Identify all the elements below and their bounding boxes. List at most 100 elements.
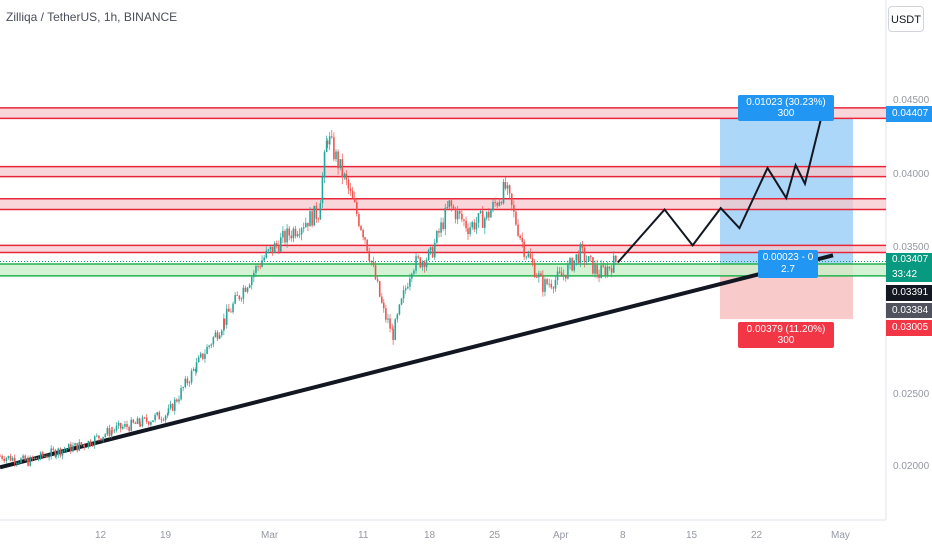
candle-body xyxy=(558,271,561,273)
candle-body xyxy=(273,243,276,253)
candle-body xyxy=(188,382,191,384)
candle-body xyxy=(387,318,389,320)
candle-body xyxy=(569,258,571,265)
candle-body xyxy=(5,458,8,462)
candle-body xyxy=(39,452,42,459)
candle-body xyxy=(425,259,428,268)
candle-body xyxy=(444,207,447,230)
candle-body xyxy=(294,228,297,237)
candle-body xyxy=(548,283,550,285)
candle-body xyxy=(31,456,34,460)
candle-body xyxy=(236,295,239,296)
candle-body xyxy=(311,211,313,226)
candle-body xyxy=(398,304,401,315)
candle-body xyxy=(510,193,513,206)
candle-body xyxy=(33,457,36,460)
candle-body xyxy=(392,328,394,340)
x-tick-label: 22 xyxy=(751,530,763,541)
candle-body xyxy=(195,362,198,372)
candle-body xyxy=(500,202,503,204)
candle-body xyxy=(302,227,305,229)
candle-body xyxy=(525,256,528,258)
candle-body xyxy=(581,244,584,248)
x-tick-label: 19 xyxy=(160,530,172,541)
candle-body xyxy=(255,266,257,273)
candle-body xyxy=(396,314,399,320)
candle-body xyxy=(197,357,200,363)
candle-body xyxy=(504,181,507,189)
last-price-tag: 0.03407 xyxy=(886,253,932,267)
candle-body xyxy=(333,137,335,160)
candle-body xyxy=(381,296,383,303)
candle-body xyxy=(111,430,114,432)
candle-body xyxy=(87,440,90,448)
candle-body xyxy=(508,185,511,194)
candle-body xyxy=(389,318,391,329)
candle-body xyxy=(366,239,368,251)
candle-body xyxy=(232,303,234,313)
y-tick-label: 0.03500 xyxy=(893,242,930,253)
currency-button[interactable]: USDT xyxy=(888,6,924,32)
candle-body xyxy=(130,419,133,431)
candle-body xyxy=(343,173,346,178)
candle-body xyxy=(278,245,280,252)
candle-body xyxy=(290,235,293,239)
candle-body xyxy=(305,222,307,228)
y-tick-label: 0.02000 xyxy=(893,461,930,472)
candle-body xyxy=(469,227,471,235)
current-price-tag: 0.03391 xyxy=(886,285,932,301)
candle-body xyxy=(417,256,419,258)
candle-body xyxy=(257,266,259,267)
candle-body xyxy=(24,455,26,461)
candle-body xyxy=(309,211,311,227)
candle-body xyxy=(110,430,113,436)
candle-body xyxy=(134,422,137,424)
x-tick-label: 12 xyxy=(95,530,107,541)
candle-body xyxy=(419,257,422,268)
candle-body xyxy=(80,442,83,446)
candle-body xyxy=(598,274,600,278)
candle-body xyxy=(351,190,354,199)
candle-body xyxy=(136,418,139,424)
candle-body xyxy=(513,205,515,212)
candle-body xyxy=(3,458,5,462)
candle-body xyxy=(93,436,96,446)
candle-body xyxy=(374,265,377,280)
candle-body xyxy=(167,408,170,414)
x-tick-label: 15 xyxy=(686,530,698,541)
candle-body xyxy=(370,260,373,263)
candle-body xyxy=(307,222,309,227)
candle-body xyxy=(448,200,451,208)
candle-body xyxy=(104,434,107,437)
candle-body xyxy=(477,213,480,223)
candle-body xyxy=(362,230,364,238)
candle-body xyxy=(184,378,187,388)
candle-body xyxy=(166,413,169,416)
y-tick-label: 0.04000 xyxy=(893,169,930,180)
x-tick-label: 18 xyxy=(424,530,436,541)
candle-body xyxy=(452,206,455,209)
candle-body xyxy=(300,228,303,235)
candle-body xyxy=(347,179,350,189)
candle-body xyxy=(13,457,16,464)
candle-body xyxy=(479,211,482,214)
candle-body xyxy=(339,159,341,169)
target-label: 0.01023 (30.23%) 300 xyxy=(738,95,834,121)
candle-body xyxy=(298,234,301,236)
candle-body xyxy=(550,283,553,288)
candle-body xyxy=(429,247,432,250)
candle-body xyxy=(328,136,331,145)
candle-body xyxy=(169,404,172,409)
candle-body xyxy=(353,198,356,203)
x-tick-label: May xyxy=(831,530,850,541)
candle-body xyxy=(22,455,24,459)
candle-body xyxy=(438,230,440,233)
projection-path xyxy=(617,107,825,264)
candle-body xyxy=(436,230,438,243)
candle-body xyxy=(394,319,397,340)
candle-body xyxy=(485,211,488,219)
candle-body xyxy=(583,247,586,262)
candle-body xyxy=(63,449,66,451)
